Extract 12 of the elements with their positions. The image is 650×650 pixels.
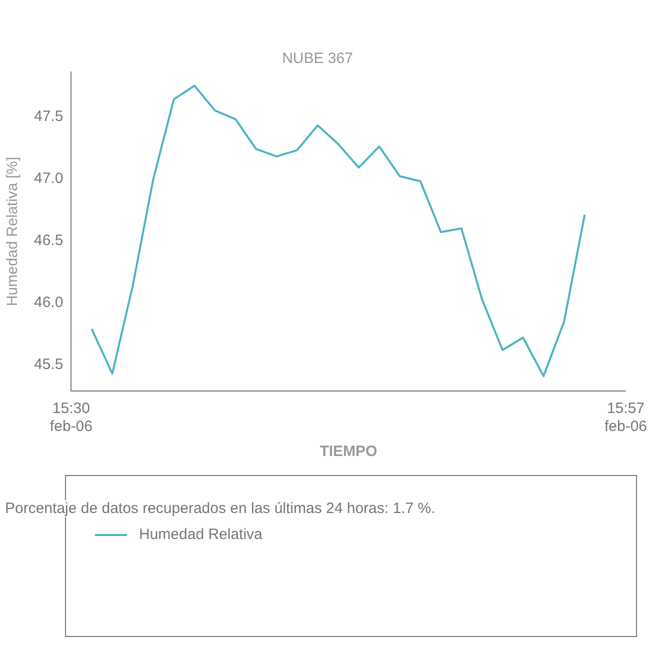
x-tick-label: 15:57 feb-06 [604,400,648,436]
y-tick-label: 46.0 [34,294,64,312]
y-tick-label: 46.5 [34,232,64,249]
x-axis-title: TIEMPO [320,443,378,460]
y-tick-label: 45.5 [34,356,64,374]
x-tick-label: 15:30 feb-06 [50,400,92,436]
chart-title: NUBE 367 [282,50,353,68]
text: Porcentaje de datos recuperados en las últimas 24 horas: 1.7 %. [5,500,436,517]
y-tick-label: 47.5 [34,108,64,125]
y-axis-title: Humedad Relativa [%] [4,156,22,306]
legend-label: Humedad Relativa [139,526,262,543]
y-tick-label: 47.0 [34,170,64,187]
